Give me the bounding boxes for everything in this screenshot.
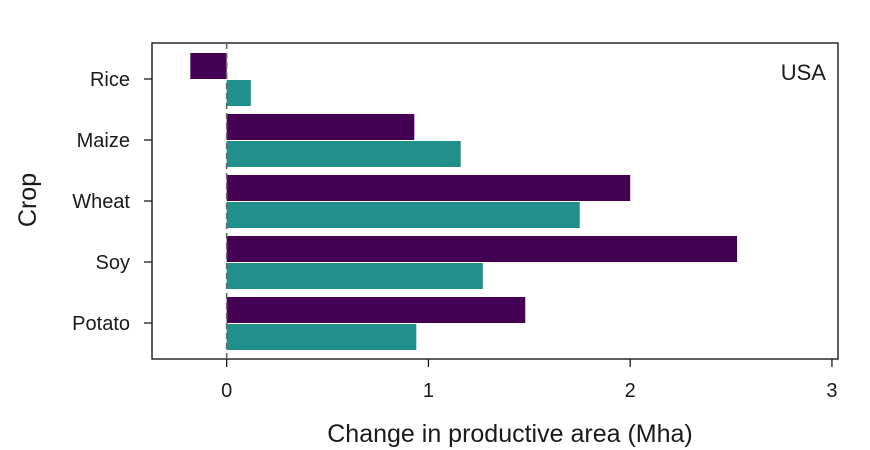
- bar-potato-series-2: [226, 324, 417, 350]
- bar-rice-series-1: [190, 53, 227, 79]
- bar-soy-series-2: [226, 263, 483, 289]
- y-tick-label-wheat: Wheat: [72, 191, 130, 213]
- bar-maize-series-2: [226, 141, 461, 167]
- y-axis-title: Crop: [14, 173, 42, 227]
- x-tick-label-1: 1: [423, 380, 434, 402]
- bar-maize-series-1: [226, 114, 415, 140]
- y-tick-label-rice: Rice: [90, 69, 130, 91]
- x-axis-title: Change in productive area (Mha): [327, 420, 692, 448]
- x-axis: 0 1 2 3: [221, 359, 838, 402]
- bar-wheat-series-1: [226, 175, 631, 201]
- y-tick-label-soy: Soy: [96, 252, 130, 274]
- x-tick-label-0: 0: [221, 380, 232, 402]
- bars-layer: [190, 53, 738, 350]
- bar-soy-series-1: [226, 236, 738, 262]
- bar-potato-series-1: [226, 297, 526, 323]
- x-tick-label-2: 2: [625, 380, 636, 402]
- x-tick-label-3: 3: [826, 380, 837, 402]
- bar-rice-series-2: [226, 80, 251, 106]
- y-tick-label-potato: Potato: [72, 313, 130, 335]
- y-axis: Rice Maize Wheat Soy Potato: [72, 69, 152, 335]
- panel-label: USA: [781, 60, 827, 85]
- y-tick-label-maize: Maize: [77, 130, 130, 152]
- bar-wheat-series-2: [226, 202, 580, 228]
